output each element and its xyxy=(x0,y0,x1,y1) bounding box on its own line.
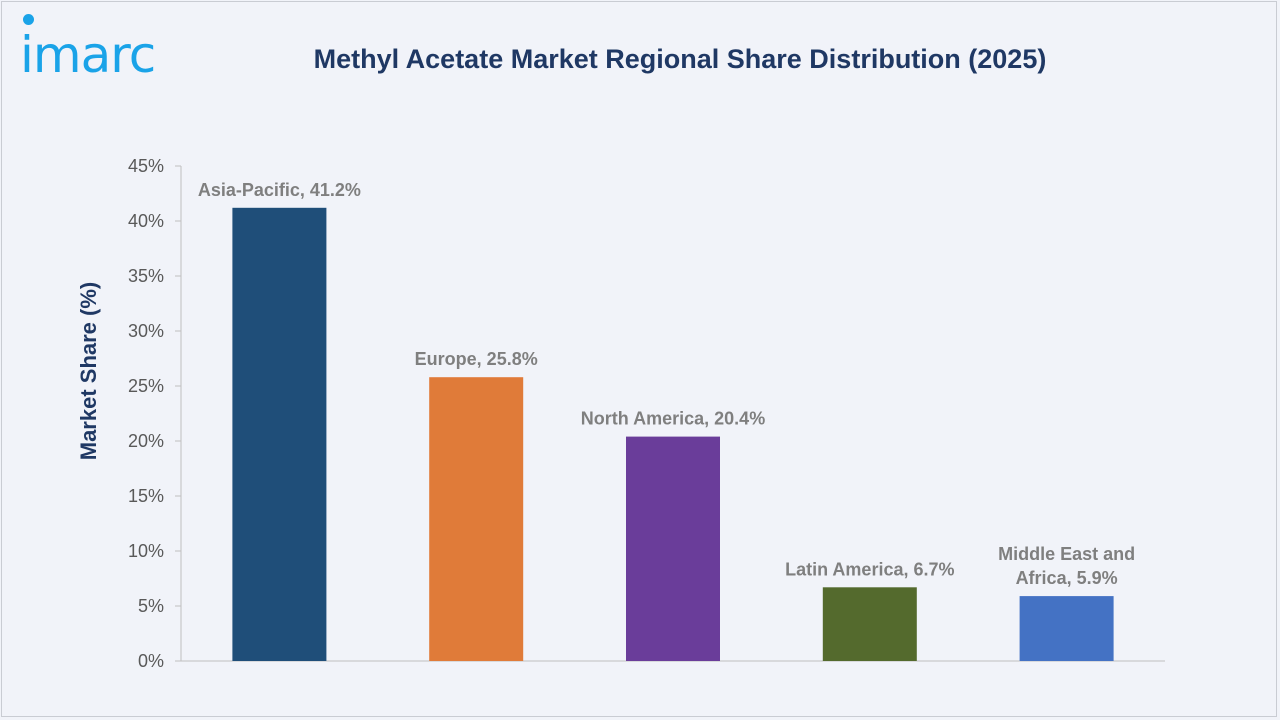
y-tick-label: 45% xyxy=(128,156,164,176)
y-tick-label: 0% xyxy=(138,651,164,671)
imarc-logo: imarc xyxy=(20,14,156,80)
data-label: North America, 20.4% xyxy=(581,409,765,429)
data-label: Middle East and xyxy=(998,544,1135,564)
bar-europe xyxy=(429,377,524,661)
y-tick-label: 35% xyxy=(128,266,164,286)
data-label: Latin America, 6.7% xyxy=(785,559,954,579)
y-tick-label: 5% xyxy=(138,596,164,616)
y-tick-label: 40% xyxy=(128,211,164,231)
y-tick-label: 10% xyxy=(128,541,164,561)
y-tick-label: 20% xyxy=(128,431,164,451)
data-label: Europe, 25.8% xyxy=(415,349,538,369)
logo-text: imarc xyxy=(20,26,156,84)
y-tick-label: 15% xyxy=(128,486,164,506)
data-label: Africa, 5.9% xyxy=(1016,568,1118,588)
bar-asia-pacific xyxy=(232,207,327,662)
bar-middle-east-and-africa xyxy=(1019,596,1114,661)
y-tick-label: 25% xyxy=(128,376,164,396)
logo-dot xyxy=(23,14,34,25)
bar-latin-america xyxy=(822,587,917,661)
chart-title: Methyl Acetate Market Regional Share Dis… xyxy=(313,44,1047,74)
data-label: Asia-Pacific, 41.2% xyxy=(198,180,361,200)
bar-north-america xyxy=(626,436,720,661)
y-tick-label: 30% xyxy=(128,321,164,341)
